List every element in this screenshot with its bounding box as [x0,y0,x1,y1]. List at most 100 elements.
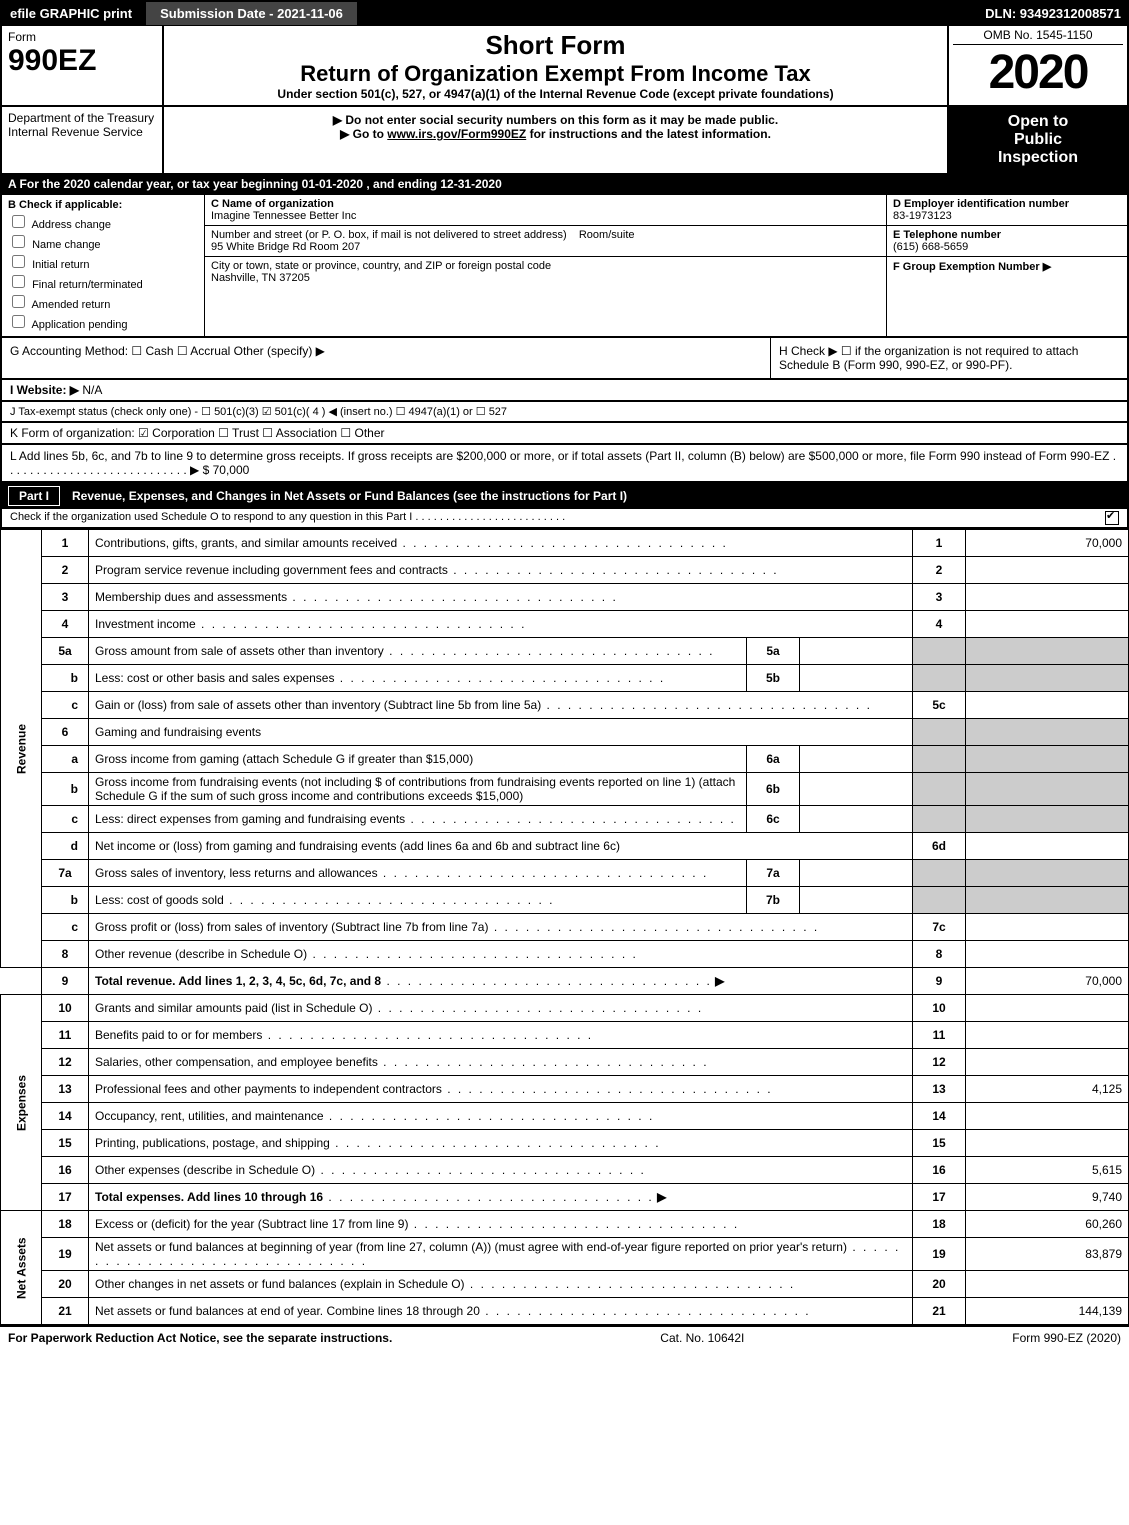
f-row: F Group Exemption Number ▶ [887,257,1127,276]
ln7a-num: 7a [42,860,89,887]
ln19-ref: 19 [913,1238,966,1271]
org-addr: 95 White Bridge Rd Room 207 [211,241,880,253]
ein: 83-1973123 [893,210,1121,222]
footer-cat: Cat. No. 10642I [660,1331,744,1345]
ln17-val: 9,740 [966,1184,1129,1211]
chk-final-return[interactable]: Final return/terminated [8,272,198,291]
line-17: 17 Total expenses. Add lines 10 through … [1,1184,1129,1211]
line-7c: c Gross profit or (loss) from sales of i… [1,914,1129,941]
chk-name-change[interactable]: Name change [8,232,198,251]
ln9-val: 70,000 [966,968,1129,995]
section-a-period: A For the 2020 calendar year, or tax yea… [0,175,1129,195]
ln13-desc: Professional fees and other payments to … [95,1082,773,1096]
ln14-ref: 14 [913,1103,966,1130]
room-label: Room/suite [579,229,635,241]
ln8-val [966,941,1129,968]
ln6b-mini: 6b [747,773,800,806]
line-8: 8 Other revenue (describe in Schedule O)… [1,941,1129,968]
note-link-suffix: for instructions and the latest informat… [530,127,771,141]
line-20: 20 Other changes in net assets or fund b… [1,1271,1129,1298]
line-6: 6 Gaming and fundraising events [1,719,1129,746]
open-line2: Public [953,131,1123,149]
ln6c-desc: Less: direct expenses from gaming and fu… [95,812,736,826]
section-c: C Name of organization Imagine Tennessee… [205,195,886,336]
ln5b-num: b [42,665,89,692]
org-city: Nashville, TN 37205 [211,272,880,284]
ln2-ref: 2 [913,557,966,584]
org-name: Imagine Tennessee Better Inc [211,210,880,222]
chk-initial-return[interactable]: Initial return [8,252,198,271]
ln11-val [966,1022,1129,1049]
ln11-ref: 11 [913,1022,966,1049]
ln1-num: 1 [42,530,89,557]
ln5b-shadev [966,665,1129,692]
chk-amended-return[interactable]: Amended return [8,292,198,311]
ln6c-shade [913,806,966,833]
tax-year: 2020 [953,45,1123,100]
section-b-label: B Check if applicable: [8,199,198,211]
title-return: Return of Organization Exempt From Incom… [170,61,941,87]
ln5b-mini: 5b [747,665,800,692]
ln6d-desc: Net income or (loss) from gaming and fun… [89,833,913,860]
line-5b: b Less: cost or other basis and sales ex… [1,665,1129,692]
ln6a-num: a [42,746,89,773]
line-11: 11 Benefits paid to or for members 11 [1,1022,1129,1049]
ln7a-desc: Gross sales of inventory, less returns a… [95,866,708,880]
section-def: D Employer identification number 83-1973… [886,195,1127,336]
chk-address-change[interactable]: Address change [8,212,198,231]
ln1-val: 70,000 [966,530,1129,557]
ln10-desc: Grants and similar amounts paid (list in… [95,1001,703,1015]
line-19: 19 Net assets or fund balances at beginn… [1,1238,1129,1271]
g-accounting: G Accounting Method: ☐ Cash ☐ Accrual Ot… [2,338,770,378]
ln15-desc: Printing, publications, postage, and shi… [95,1136,661,1150]
ln14-num: 14 [42,1103,89,1130]
ln5c-desc: Gain or (loss) from sale of assets other… [95,698,872,712]
dept-label: Department of the Treasury Internal Reve… [2,107,164,173]
ln18-val: 60,260 [966,1211,1129,1238]
ln6a-shadev [966,746,1129,773]
line-10: Expenses 10 Grants and similar amounts p… [1,995,1129,1022]
line-2: 2 Program service revenue including gove… [1,557,1129,584]
chk-label-pending: Application pending [31,319,127,331]
ln17-num: 17 [42,1184,89,1211]
line-6d: d Net income or (loss) from gaming and f… [1,833,1129,860]
ln6b-minival [800,773,913,806]
ln6c-mini: 6c [747,806,800,833]
j-tax-exempt: J Tax-exempt status (check only one) - ☐… [0,402,1129,423]
ln7a-shadev [966,860,1129,887]
ln5a-num: 5a [42,638,89,665]
efile-label: efile GRAPHIC print [0,6,142,21]
addr-label: Number and street (or P. O. box, if mail… [211,229,567,241]
part1-schedule-o-checkbox[interactable] [1105,511,1119,525]
ln9-ref: 9 [913,968,966,995]
ln6a-minival [800,746,913,773]
ln6d-num: d [42,833,89,860]
open-to-public-box: Open to Public Inspection [947,107,1127,173]
line-15: 15 Printing, publications, postage, and … [1,1130,1129,1157]
ln14-desc: Occupancy, rent, utilities, and maintena… [95,1109,654,1123]
part1-title: Revenue, Expenses, and Changes in Net As… [72,489,627,503]
chk-application-pending[interactable]: Application pending [8,312,198,331]
open-line3: Inspection [953,149,1123,167]
subtitle: Under section 501(c), 527, or 4947(a)(1)… [170,87,941,101]
part1-tag: Part I [8,486,60,506]
d-label: D Employer identification number [893,198,1121,210]
dept-row: Department of the Treasury Internal Reve… [0,107,1129,175]
ln7a-mini: 7a [747,860,800,887]
ln18-ref: 18 [913,1211,966,1238]
ln7c-desc: Gross profit or (loss) from sales of inv… [95,920,819,934]
irs-link[interactable]: www.irs.gov/Form990EZ [387,127,526,141]
ln16-val: 5,615 [966,1157,1129,1184]
ln3-val [966,584,1129,611]
l-gross-receipts: L Add lines 5b, 6c, and 7b to line 9 to … [0,445,1129,483]
ln4-num: 4 [42,611,89,638]
ln6-shadev [966,719,1129,746]
ln10-num: 10 [42,995,89,1022]
line-16: 16 Other expenses (describe in Schedule … [1,1157,1129,1184]
phone: (615) 668-5659 [893,241,1121,253]
form-title-box: Short Form Return of Organization Exempt… [164,26,947,105]
side-netassets: Net Assets [1,1211,42,1325]
ln10-val [966,995,1129,1022]
ln11-desc: Benefits paid to or for members [95,1028,593,1042]
ln21-ref: 21 [913,1298,966,1325]
